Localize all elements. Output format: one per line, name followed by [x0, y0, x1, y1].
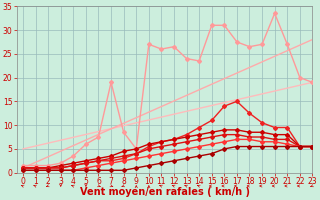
X-axis label: Vent moyen/en rafales ( km/h ): Vent moyen/en rafales ( km/h )	[80, 187, 250, 197]
